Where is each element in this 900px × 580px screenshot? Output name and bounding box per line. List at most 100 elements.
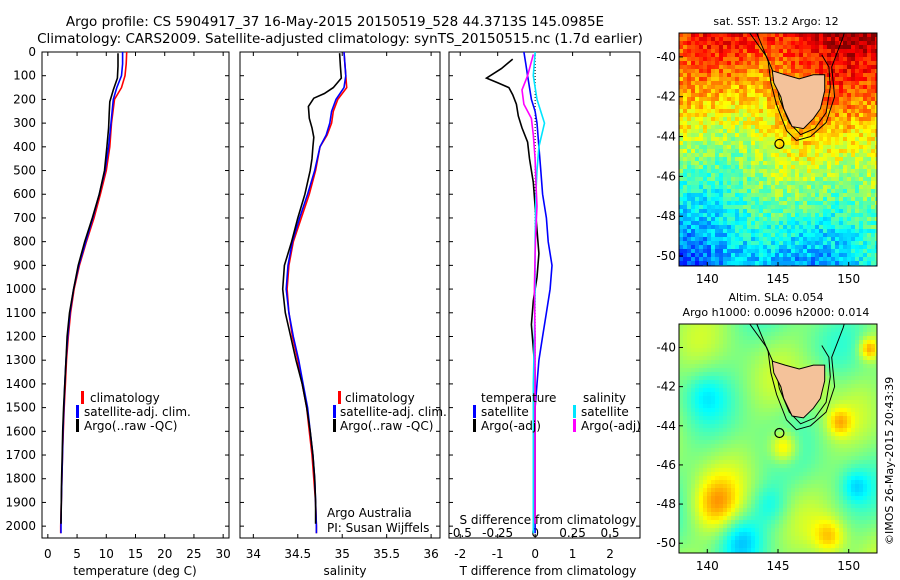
x-tick-label: 5: [73, 547, 81, 561]
xlabel-s-difference: S difference from climatology: [460, 513, 637, 527]
legend-label-climatology: climatology: [90, 391, 160, 405]
x-tick-label: 0: [44, 547, 52, 561]
lat-tick-label: -44: [656, 419, 676, 433]
y-tick-label: 1700: [5, 448, 36, 462]
x-tick-label: 36: [423, 547, 438, 561]
profile-location-marker: [774, 138, 785, 150]
x-tick-label: 20: [157, 547, 172, 561]
series-line-1: [285, 51, 347, 534]
series-line-2: [532, 51, 546, 534]
x-tick-label: 0: [531, 547, 539, 561]
x-tick-label: 34.5: [284, 547, 311, 561]
x-tick-label-salinity: -0.25: [482, 526, 513, 540]
legend-swatch-satellite: [333, 405, 336, 418]
legend-heading-temperature: temperature: [481, 391, 556, 405]
header-line1: Argo profile: CS 5904917_37 16-May-2015 …: [66, 14, 604, 30]
series-line-0: [59, 51, 128, 534]
lat-tick-label: -48: [656, 497, 676, 511]
xlabel-salinity: salinity: [323, 564, 366, 578]
bathymetry-contour: [749, 33, 831, 136]
salinity-note-line2: PI: Susan Wijffels: [327, 521, 429, 535]
y-tick-label: 1400: [5, 377, 36, 391]
legend-swatch-s-satellite: [573, 405, 576, 418]
lat-tick-label: -46: [656, 458, 676, 472]
y-tick-label: 100: [13, 69, 36, 83]
sla-map: -40 -42 -44 -46 -48 -50 140 145 150: [656, 323, 878, 573]
legend-difference: temperature salinity satellite Argo(-adj…: [473, 391, 641, 433]
sla-map-title-line1: Altim. SLA: 0.054: [728, 291, 823, 304]
y-tick-label: 1500: [5, 401, 36, 415]
header-line2: Climatology: CARS2009. Satellite-adjuste…: [37, 31, 643, 47]
salinity-profile-plot: 34 34.5 35 35.5 36: [239, 51, 441, 561]
x-tick-label: 25: [186, 547, 201, 561]
x-tick-label-salinity: -0.5: [449, 526, 472, 540]
y-tick-label: 400: [13, 140, 36, 154]
profile-location-marker: [774, 427, 785, 439]
y-tick-label: 600: [13, 187, 36, 201]
x-tick-label: 35: [335, 547, 350, 561]
legend-label-satellite: satellite-adj. clim.: [340, 405, 447, 419]
x-tick-label: -1: [492, 547, 504, 561]
x-tick-label-salinity: 0.5: [600, 526, 619, 540]
xlabel-t-difference: T difference from climatology: [459, 564, 637, 578]
lon-tick-label: 140: [696, 559, 719, 573]
legend-swatch-argo: [333, 419, 336, 432]
x-tick-label: 34: [246, 547, 261, 561]
temperature-profile-plot: 0100200300400500600700800900100011001200…: [5, 45, 230, 561]
xlabel-temperature: temperature (deg C): [73, 564, 196, 578]
y-tick-label: 1300: [5, 353, 36, 367]
y-tick-label: 1200: [5, 329, 36, 343]
series-line-3: [521, 54, 538, 524]
legend-heading-salinity: salinity: [583, 391, 626, 405]
legend-label-t-satellite: satellite: [481, 405, 529, 419]
lat-tick-label: -50: [656, 536, 676, 550]
tasmania-landmass: [771, 70, 826, 130]
legend-swatch-t-satellite: [473, 405, 476, 418]
sst-map-title: sat. SST: 13.2 Argo: 12: [713, 15, 838, 28]
sla-map-title-line2: Argo h1000: 0.0096 h2000: 0.014: [683, 306, 870, 319]
lon-tick-label: 150: [837, 272, 860, 286]
series-line-1: [60, 52, 124, 534]
x-tick-label: 10: [99, 547, 114, 561]
legend-swatch-argo: [76, 419, 79, 432]
y-tick-label: 1600: [5, 424, 36, 438]
plot-frame: [239, 51, 441, 539]
y-tick-label: 200: [13, 92, 36, 106]
lat-tick-label: -40: [656, 50, 676, 64]
lon-tick-label: 145: [767, 559, 790, 573]
legend-label-argo: Argo(..raw -QC): [340, 419, 433, 433]
lat-tick-label: -42: [656, 380, 676, 394]
map-field: [679, 33, 877, 266]
legend-temperature: climatology satellite-adj. clim. Argo(..…: [76, 391, 191, 433]
series-line-1: [484, 58, 540, 524]
y-tick-label: 900: [13, 258, 36, 272]
lat-tick-label: -44: [656, 130, 676, 144]
salinity-note-line1: Argo Australia: [327, 506, 412, 520]
map-field: [679, 324, 877, 553]
y-tick-label: 1800: [5, 472, 36, 486]
lat-tick-label: -42: [656, 90, 676, 104]
series-line-2: [281, 53, 343, 524]
lon-tick-label: 145: [767, 272, 790, 286]
y-tick-label: 500: [13, 164, 36, 178]
legend-swatch-satellite: [76, 405, 79, 418]
legend-label-s-satellite: satellite: [581, 405, 629, 419]
legend-label-s-argo: Argo(-adj): [581, 419, 641, 433]
x-tick-label: 35.5: [373, 547, 400, 561]
legend-label-satellite: satellite-adj. clim.: [84, 405, 191, 419]
x-tick-label: 1: [569, 547, 577, 561]
plot-frame: [448, 51, 641, 539]
x-tick-label: -2: [454, 547, 466, 561]
lat-tick-label: -50: [656, 249, 676, 263]
series-line-0: [286, 51, 348, 534]
lon-tick-label: 140: [696, 272, 719, 286]
x-tick-label: 2: [606, 547, 614, 561]
legend-swatch-t-argo: [473, 419, 476, 432]
legend-salinity: climatology satellite-adj. clim. Argo(..…: [333, 391, 447, 433]
sst-map: -40 -42 -44 -46 -48 -50 140 145 150: [656, 32, 878, 286]
difference-profile-plot: -2 -1 0 1 2-0.5 -0.25 0 0.25 0.5: [448, 51, 641, 561]
x-tick-label: 15: [128, 547, 143, 561]
legend-label-t-argo: Argo(-adj): [481, 419, 541, 433]
y-tick-label: 0: [28, 45, 36, 59]
